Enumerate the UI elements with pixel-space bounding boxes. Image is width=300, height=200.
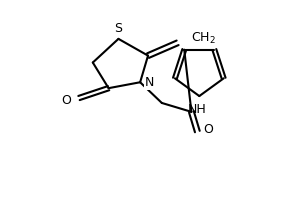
Text: CH$_2$: CH$_2$ [191,31,216,46]
Text: O: O [61,94,71,106]
Text: N: N [145,76,154,89]
Text: O: O [203,123,213,136]
Text: S: S [114,22,122,35]
Text: NH: NH [188,103,207,116]
